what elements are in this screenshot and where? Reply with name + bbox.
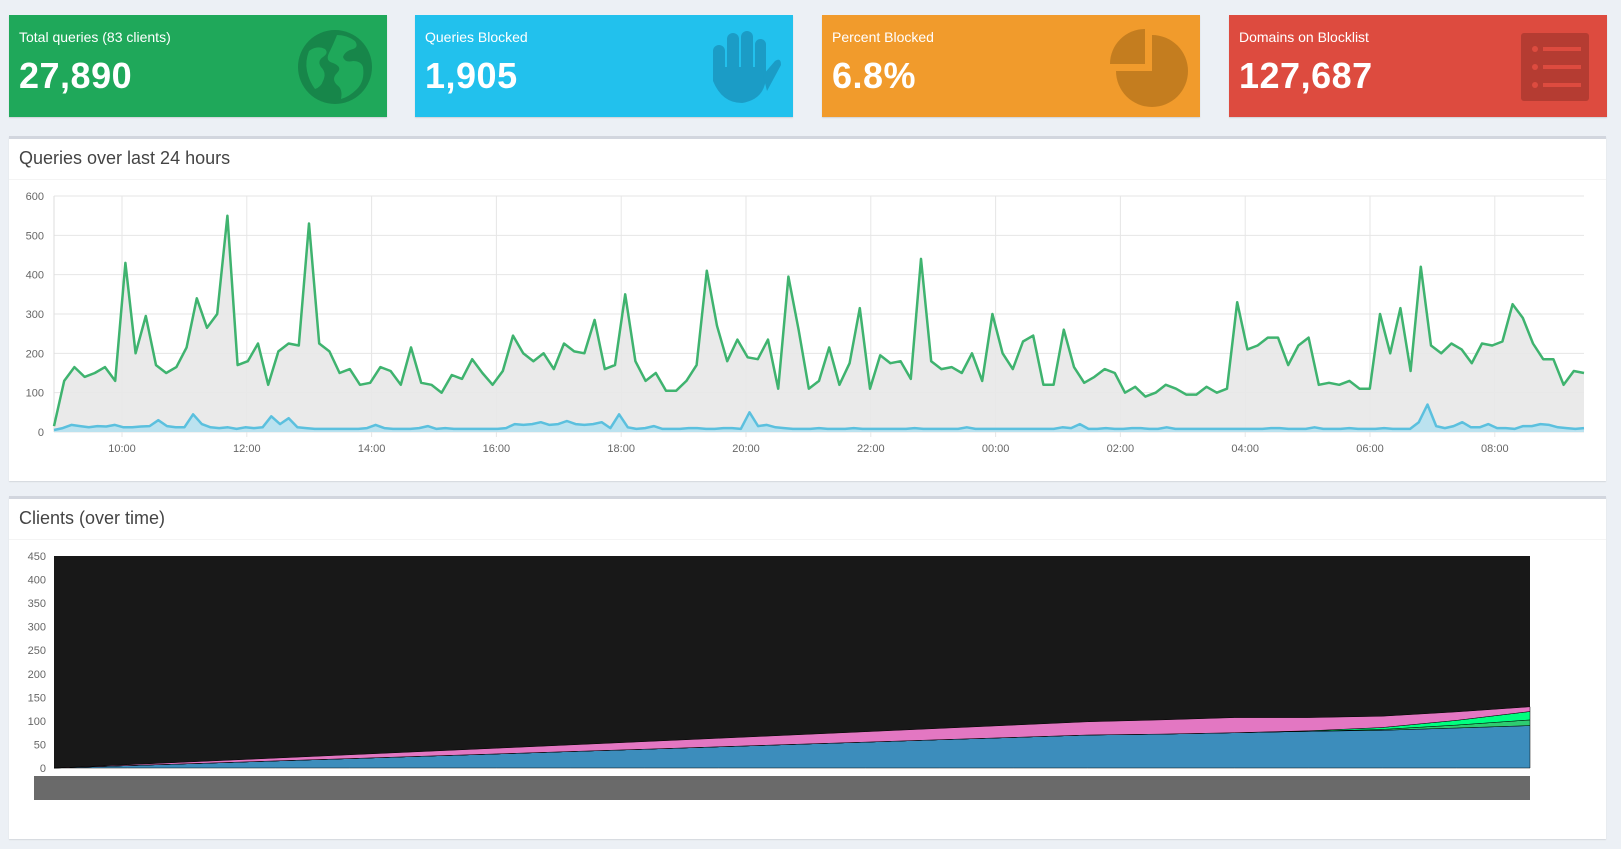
y-tick-label: 450 xyxy=(28,551,46,563)
tile-label: Queries Blocked xyxy=(425,29,528,45)
tile-label: Total queries (83 clients) xyxy=(19,29,171,45)
blocked-queries-series-line xyxy=(53,403,1585,432)
x-tick-label: 18:00 xyxy=(607,443,635,455)
x-tick-label: 08:00 xyxy=(1481,443,1509,455)
queries-panel: Queries over last 24 hours 0 100 200 300 400… xyxy=(9,136,1606,481)
panel-title: Clients (over time) xyxy=(9,499,1606,540)
x-tick-label: 14:00 xyxy=(358,443,386,455)
x-tick-label: 06:00 xyxy=(1356,443,1384,455)
panel-title: Queries over last 24 hours xyxy=(9,139,1606,180)
tile-label: Percent Blocked xyxy=(832,29,934,45)
y-tick-label: 400 xyxy=(28,575,46,587)
tile-total-queries: Total queries (83 clients) 27,890 xyxy=(9,15,387,117)
total-queries-series-line xyxy=(52,214,1585,427)
tile-queries-blocked: Queries Blocked 1,905 xyxy=(415,15,793,117)
y-tick-label: 300 xyxy=(26,309,44,321)
x-tick-label: 20:00 xyxy=(732,443,760,455)
globe-icon xyxy=(298,30,372,104)
x-tick-label: 02:00 xyxy=(1107,443,1135,455)
x-tick-label: 04:00 xyxy=(1231,443,1259,455)
list-icon xyxy=(1521,33,1589,101)
tile-value: 27,890 xyxy=(19,55,133,96)
y-tick-label: 50 xyxy=(34,739,46,751)
tile-label: Domains on Blocklist xyxy=(1239,29,1369,45)
client-series-3 xyxy=(53,706,1531,769)
hand-icon xyxy=(713,31,781,103)
y-tick-label: 200 xyxy=(26,348,44,360)
y-tick-label: 500 xyxy=(26,230,44,242)
y-tick-label: 400 xyxy=(26,270,44,282)
clients-chart: 0 50 100 150 200 250 300 350 400 450 xyxy=(28,551,1531,800)
y-tick-label: 600 xyxy=(26,191,44,203)
x-tick-label: 16:00 xyxy=(483,443,511,455)
y-tick-label: 250 xyxy=(28,645,46,657)
tile-value: 6.8% xyxy=(832,55,917,96)
tile-value: 127,687 xyxy=(1239,55,1373,96)
x-tick-labels-overlap xyxy=(34,776,1530,800)
x-tick-label: 12:00 xyxy=(233,443,261,455)
y-tick-label: 350 xyxy=(28,598,46,610)
x-tick-label: 22:00 xyxy=(857,443,885,455)
y-tick-label: 100 xyxy=(26,388,44,400)
y-tick-label: 0 xyxy=(38,427,44,439)
blocked-queries-series-area xyxy=(54,404,1584,432)
y-tick-label: 150 xyxy=(28,692,46,704)
tile-percent-blocked: Percent Blocked 6.8% xyxy=(822,15,1200,117)
y-tick-label: 300 xyxy=(28,622,46,634)
y-tick-label: 100 xyxy=(28,716,46,728)
y-tick-label: 200 xyxy=(28,669,46,681)
y-tick-label: 0 xyxy=(40,763,46,775)
pie-chart-icon xyxy=(1110,29,1188,107)
total-queries-series-area xyxy=(54,215,1584,432)
clients-panel: Clients (over time) 0 50 100 150 200 250 300 35… xyxy=(9,496,1606,839)
x-tick-label: 10:00 xyxy=(108,443,136,455)
tile-domains-blocklist: Domains on Blocklist 127,687 xyxy=(1229,15,1607,117)
x-tick-label: 00:00 xyxy=(982,443,1010,455)
tile-value: 1,905 xyxy=(425,55,518,96)
queries-chart: 0 100 200 300 400 500 600 10:00 12:00 14:00 16:00 1… xyxy=(26,191,1585,455)
